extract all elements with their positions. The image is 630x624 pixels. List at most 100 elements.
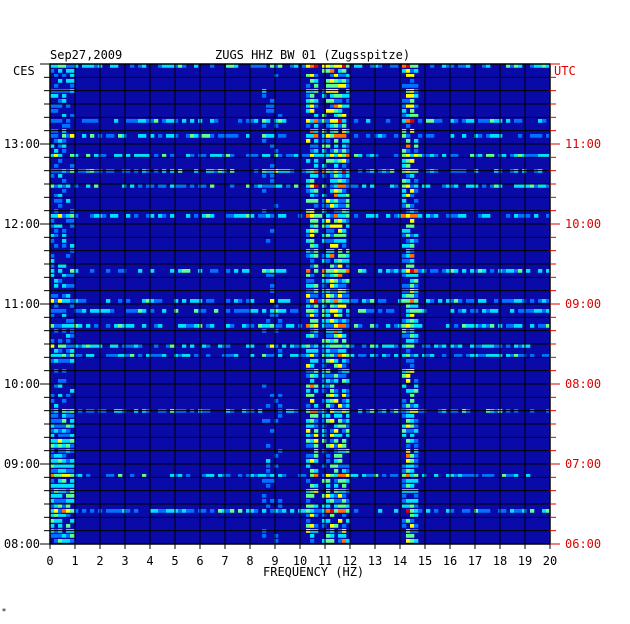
spectrogram-cell [66,214,71,218]
spectrogram-cell [342,144,347,148]
spectrogram-cell [334,339,339,343]
y-tick-label-utc: 09:00 [565,297,601,311]
spectrogram-cell [542,184,547,188]
spectrogram-cell [274,154,279,158]
spectrogram-cell [270,179,275,183]
spectrogram-cell [306,349,311,353]
spectrogram-cell [338,259,343,263]
spectrogram-cell [338,239,343,243]
spectrogram-cell [406,519,411,523]
spectrogram-cell [346,519,351,523]
spectrogram-cell [322,184,327,188]
spectrogram-cell [50,184,55,188]
spectrogram-cell [410,304,415,308]
spectrogram-cell [406,179,411,183]
spectrogram-cell [342,359,347,363]
spectrogram-cell [310,514,315,518]
spectrogram-cell [238,119,243,123]
spectrogram-cell [158,214,163,218]
spectrogram-cell [210,509,215,513]
spectrogram-cell [410,424,415,428]
spectrogram-cell [482,214,487,218]
spectrogram-cell [306,94,311,98]
spectrogram-cell [322,339,327,343]
spectrogram-cell [66,69,71,73]
spectrogram-cell [314,284,319,288]
spectrogram-cell [334,394,339,398]
spectrogram-cell [402,354,407,358]
spectrogram-cell [334,114,339,118]
spectrogram-cell [430,299,435,303]
spectrogram-cell [414,424,419,428]
spectrogram-cell [326,219,331,223]
y-tick-label-ces: 08:00 [4,537,40,551]
spectrogram-cell [334,124,339,128]
spectrogram-cell [486,134,491,138]
spectrogram-cell [310,509,315,513]
spectrogram-cell [346,509,351,513]
spectrogram-cell [334,134,339,138]
spectrogram-cell [370,214,375,218]
spectrogram-cell [334,204,339,208]
spectrogram-cell [370,154,375,158]
spectrogram-cell [270,429,275,433]
spectrogram-cell [278,64,283,68]
x-tick-label: 20 [543,554,557,568]
spectrogram-cell [226,324,231,328]
spectrogram-cell [58,339,63,343]
spectrogram-cell [66,349,71,353]
spectrogram-cell [342,339,347,343]
spectrogram-cell [330,119,335,123]
spectrogram-cell [414,269,419,273]
spectrogram-cell [402,109,407,113]
spectrogram-cell [478,509,483,513]
spectrogram-cell [430,134,435,138]
spectrogram-cell [50,504,55,508]
spectrogram-cell [322,389,327,393]
spectrogram-cell [406,374,411,378]
spectrogram-cell [266,239,271,243]
spectrogram-cell [314,349,319,353]
spectrogram-cell [138,354,143,358]
spectrogram-cell [50,424,55,428]
spectrogram-cell [250,344,255,348]
spectrogram-cell [406,164,411,168]
spectrogram-cell [402,99,407,103]
spectrogram-cell [330,64,335,68]
spectrogram-cell [314,324,319,328]
spectrogram-cell [458,299,463,303]
spectrogram-cell [342,444,347,448]
spectrogram-cell [74,299,79,303]
spectrogram-cell [118,354,123,358]
spectrogram-cell [422,309,427,313]
spectrogram-cell [170,474,175,478]
spectrogram-cell [402,484,407,488]
spectrogram-cell [182,299,187,303]
spectrogram-cell [322,279,327,283]
spectrogram-cell [234,354,239,358]
spectrogram-cell [166,344,171,348]
spectrogram-cell [82,299,87,303]
spectrogram-cell [314,469,319,473]
spectrogram-cell [210,184,215,188]
spectrogram-cell [462,509,467,513]
spectrogram-cell [338,539,343,543]
spectrogram-cell [262,384,267,388]
spectrogram-cell [54,429,59,433]
spectrogram-cell [170,214,175,218]
spectrogram-cell [218,509,223,513]
spectrogram-cell [66,509,71,513]
spectrogram-cell [202,214,207,218]
spectrogram-cell [414,439,419,443]
spectrogram-cell [86,184,91,188]
spectrogram-cell [234,269,239,273]
spectrogram-cell [522,154,527,158]
spectrogram-cell [114,214,119,218]
spectrogram-cell [94,309,99,313]
spectrogram-cell [542,509,547,513]
spectrogram-cell [366,134,371,138]
spectrogram-cell [270,64,275,68]
spectrogram-cell [146,184,151,188]
spectrogram-cell [70,479,75,483]
spectrogram-cell [402,84,407,88]
